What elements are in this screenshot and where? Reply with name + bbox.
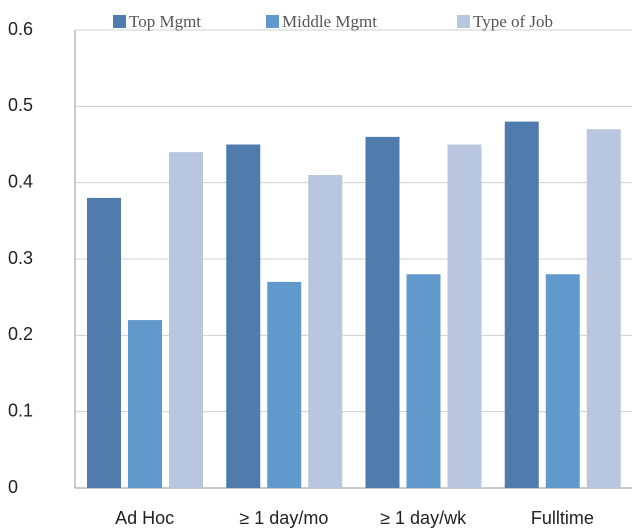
bar — [504, 121, 539, 488]
legend-label: Middle Mgmt — [282, 12, 377, 31]
bar — [545, 274, 580, 488]
x-tick-label: Fulltime — [531, 508, 594, 528]
legend-swatch — [113, 15, 126, 28]
legend-label: Top Mgmt — [129, 12, 201, 31]
bar — [169, 152, 203, 488]
bar — [87, 197, 121, 488]
bar — [226, 144, 261, 488]
bar — [267, 281, 302, 488]
y-tick-label: 0.4 — [8, 171, 33, 191]
y-tick-label: 0.5 — [8, 95, 33, 115]
y-tick-label: 0.3 — [8, 248, 33, 268]
bar — [128, 320, 162, 488]
legend-label: Type of Job — [473, 12, 553, 31]
y-tick-label: 0.1 — [8, 400, 33, 420]
legend-swatch — [457, 15, 470, 28]
x-tick-label: Ad Hoc — [115, 508, 174, 528]
x-tick-label: ≥ 1 day/mo — [239, 508, 328, 528]
y-tick-label: 0.2 — [8, 324, 33, 344]
y-tick-label: 0.6 — [8, 19, 33, 39]
bar — [308, 175, 343, 489]
bar — [447, 144, 482, 488]
y-tick-label: 0 — [8, 477, 18, 497]
x-tick-label: ≥ 1 day/wk — [380, 508, 467, 528]
bar — [365, 136, 400, 488]
bar — [406, 274, 441, 488]
legend-swatch — [266, 15, 279, 28]
bar — [586, 129, 621, 488]
